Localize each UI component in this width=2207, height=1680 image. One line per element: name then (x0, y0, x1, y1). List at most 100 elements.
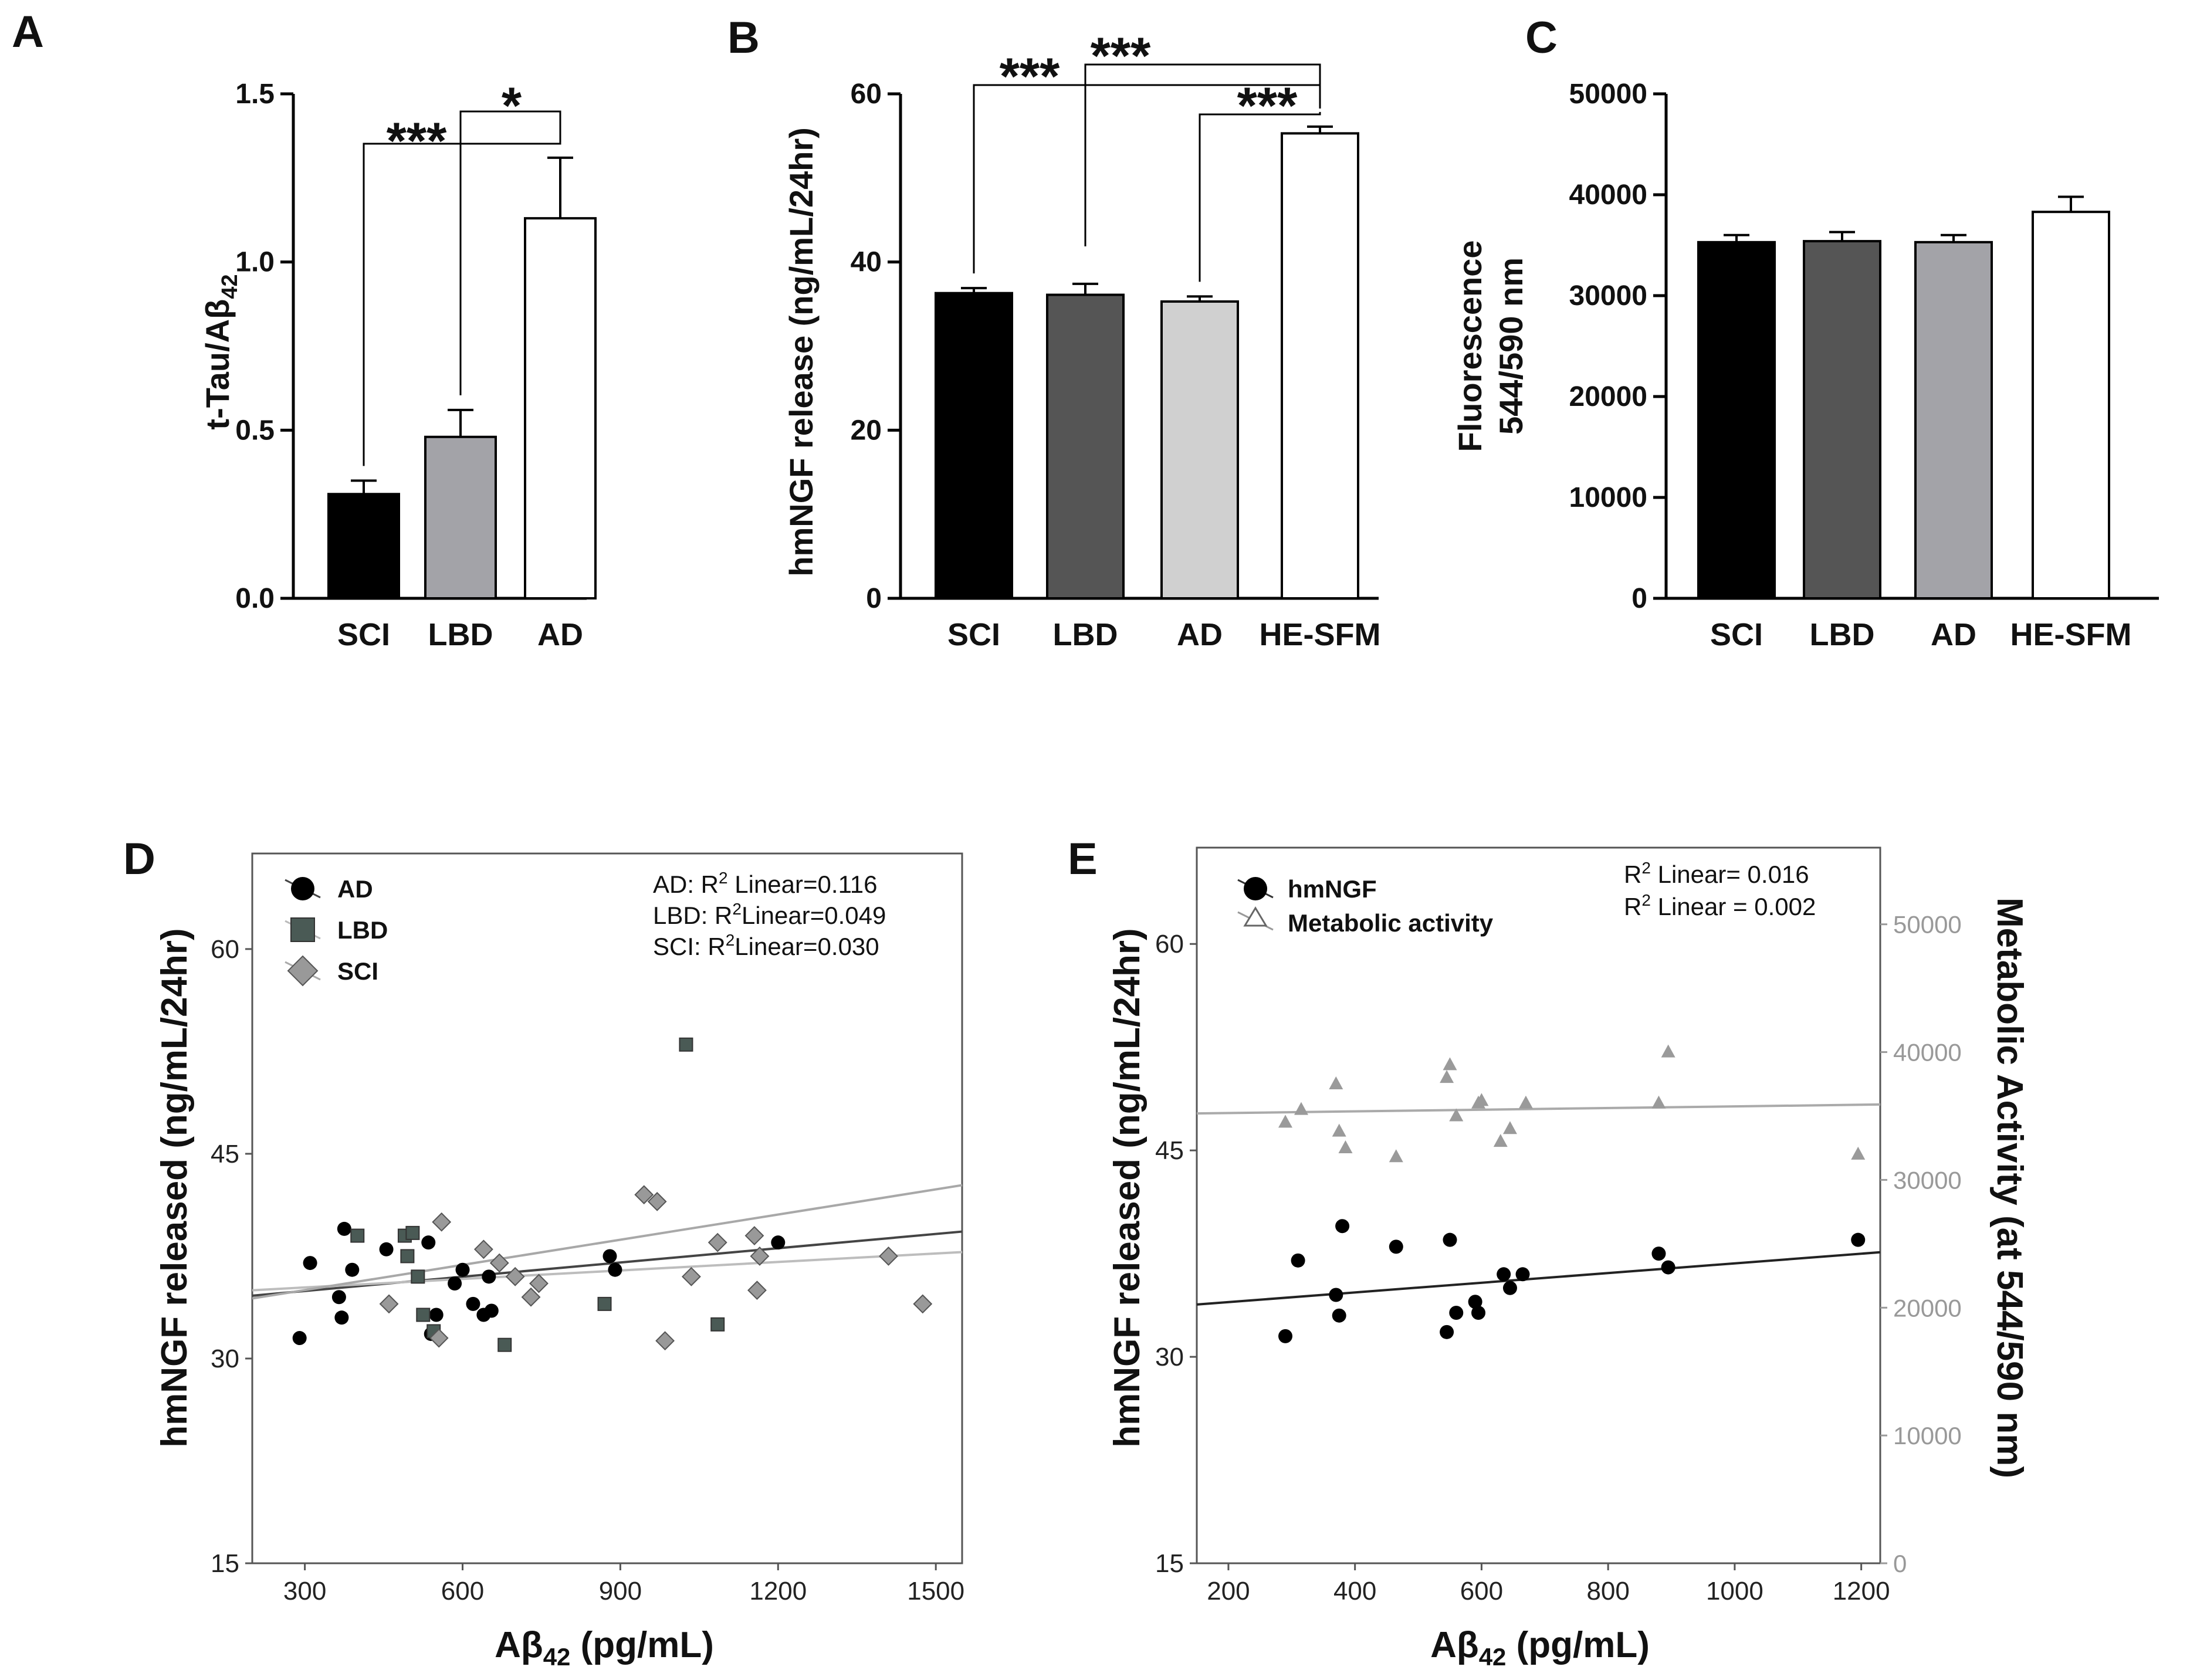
panel-d-point-ad (334, 1310, 349, 1325)
panel-c-category-sci: SCI (1710, 617, 1763, 652)
panel-d-point-sci (708, 1232, 727, 1252)
panel-c-ylabel-line2: 544/590 nm (1492, 258, 1529, 435)
panel-e-xtick-label: 1000 (1706, 1577, 1763, 1606)
panel-d-point-sci (681, 1266, 701, 1286)
panel-e-ylabel-right: Metabolic Activity (at 544/590 nm) (1989, 897, 2030, 1478)
panel-a-ylabel: t-Tau/Aβ42 (199, 274, 242, 429)
panel-d-point-sci (489, 1253, 509, 1273)
panel-d-point-ad (421, 1235, 436, 1250)
panel-e-point-hmngf (1468, 1295, 1482, 1309)
panel-d-point-ad (345, 1262, 360, 1277)
panel-e-point-metabolic-activity (1443, 1057, 1457, 1071)
panel-b-ylabel: hmNGF release (ng/mL/24hr) (783, 127, 820, 577)
panel-d-ytick-label: 60 (211, 935, 239, 964)
panel-d-ytick-label: 15 (211, 1549, 239, 1578)
panel-d-stat-ad-suffix: Linear=0.116 (728, 871, 878, 898)
panel-d-point-ad (771, 1235, 786, 1250)
panel-a-bar-lbd (424, 435, 497, 599)
panel-d-point-sci (750, 1247, 770, 1266)
panel-e-stat-2-suffix: Linear = 0.002 (1651, 893, 1816, 920)
panel-a-significance-label: *** (387, 111, 447, 170)
panel-e-legend-metabolic: Metabolic activity (1288, 909, 1494, 937)
panel-b-bar-lbd (1046, 293, 1125, 600)
panel-e-point-hmngf (1497, 1267, 1511, 1282)
panel-d-point-ad (608, 1262, 622, 1277)
panel-d-fit-line-lbd (252, 1251, 963, 1292)
panel-d-point-ad (379, 1242, 394, 1256)
panel-d-legend-ad: AD (337, 875, 373, 903)
panel-e-ytick-label: 15 (1155, 1549, 1184, 1578)
panel-e-stat-2-sup: 2 (1641, 891, 1651, 909)
panel-e-point-metabolic-activity (1332, 1123, 1346, 1137)
panel-e-xtick-label: 600 (1460, 1577, 1503, 1606)
panel-d-point-sci (473, 1239, 493, 1259)
panel-d-legend-lbd-marker (290, 917, 315, 942)
panel-c-ylabel-line1: Fluorescence (1451, 240, 1488, 452)
panel-d-xtick-label: 900 (599, 1577, 642, 1606)
panel-e-point-metabolic-activity (1294, 1102, 1308, 1115)
panel-b-category-sci: SCI (947, 617, 1000, 652)
panel-d-stat-lbd-sup: 2 (732, 900, 742, 918)
panel-d-point-lbd (416, 1308, 431, 1322)
panel-c-bar-he-sfm (2032, 211, 2110, 599)
panel-e-stat-1-sup: 2 (1641, 859, 1651, 877)
panel-d-fit-line-sci (252, 1184, 963, 1300)
panel-label-e: E (1068, 834, 1098, 884)
panel-d-point-ad (466, 1296, 480, 1311)
panel-e-fit-line-metabolic-activity (1196, 1103, 1881, 1115)
panel-d-point-ad (602, 1249, 617, 1264)
panel-a-bar-sci (327, 493, 400, 599)
panel-e-xtick-label: 200 (1207, 1577, 1250, 1606)
panel-d-point-ad (455, 1262, 470, 1277)
panel-e-point-hmngf (1332, 1308, 1346, 1323)
panel-c-ytick-label: 10000 (1569, 482, 1647, 513)
panel-b-significance-label: *** (1091, 26, 1151, 84)
panel-e-ytick-right-label: 30000 (1893, 1166, 1962, 1194)
panel-e-point-hmngf (1389, 1239, 1403, 1254)
panel-d-ytick-label: 30 (211, 1344, 239, 1373)
panel-d-point-sci (529, 1273, 549, 1293)
panel-d-point-ad (482, 1269, 496, 1284)
panel-d-point-ad (292, 1331, 307, 1346)
panel-e-legend-hmngf: hmNGF (1288, 875, 1377, 903)
panel-e-point-metabolic-activity (1474, 1093, 1489, 1106)
panel-d-point-lbd (497, 1337, 512, 1352)
panel-e-stat-2: R2 Linear = 0.002 (1624, 891, 1816, 920)
panel-c-ytick-label: 0 (1631, 583, 1647, 614)
panel-c-ytick-label: 30000 (1569, 280, 1647, 311)
panel-b-significance-bracket (1084, 63, 1321, 246)
panel-e-legend-hmngf-marker (1244, 877, 1267, 900)
panel-e-point-metabolic-activity (1661, 1044, 1675, 1058)
panel-d-stat-lbd-prefix: LBD: R (653, 902, 732, 929)
panel-e-plot-frame (1196, 846, 1881, 1564)
panel-e-point-metabolic-activity (1389, 1149, 1403, 1163)
panel-a-significance-label: * (502, 76, 522, 134)
panel-d-xlabel-unit: (pg/mL) (570, 1625, 714, 1665)
panel-e-point-hmngf (1515, 1267, 1530, 1282)
panel-d-point-sci (747, 1281, 767, 1300)
panel-d-point-ad (484, 1303, 499, 1318)
panel-label-d: D (123, 834, 155, 884)
panel-e-legend-metabolic-marker (1243, 906, 1268, 927)
panel-e-point-hmngf (1471, 1306, 1486, 1320)
panel-a-ytick-label: 1.0 (235, 247, 275, 278)
panel-e-point-hmngf (1440, 1325, 1454, 1339)
panel-e-ytick-right-label: 10000 (1893, 1422, 1962, 1449)
panel-d-point-lbd (411, 1269, 425, 1284)
panel-e-stat-1-suffix: Linear= 0.016 (1651, 861, 1809, 888)
panel-d-point-lbd (679, 1037, 693, 1052)
panel-d-stat-sci-prefix: SCI: R (653, 933, 726, 960)
panel-e-xlabel-unit: (pg/mL) (1506, 1625, 1650, 1665)
panel-d-point-sci (655, 1331, 675, 1351)
panel-d-point-sci (379, 1294, 399, 1314)
panel-e-point-hmngf (1329, 1288, 1343, 1302)
panel-a-category-lbd: LBD (428, 617, 493, 652)
panel-d-point-sci (879, 1247, 898, 1266)
panel-d-plot-frame (251, 852, 963, 1564)
panel-b-ytick-label: 0 (866, 583, 882, 614)
panel-e-ytick-label: 60 (1155, 930, 1184, 958)
panel-a-significance-bracket (459, 110, 561, 395)
panel-e-point-hmngf (1449, 1306, 1464, 1320)
panel-d-stat-sci-suffix: Linear=0.030 (734, 933, 879, 960)
